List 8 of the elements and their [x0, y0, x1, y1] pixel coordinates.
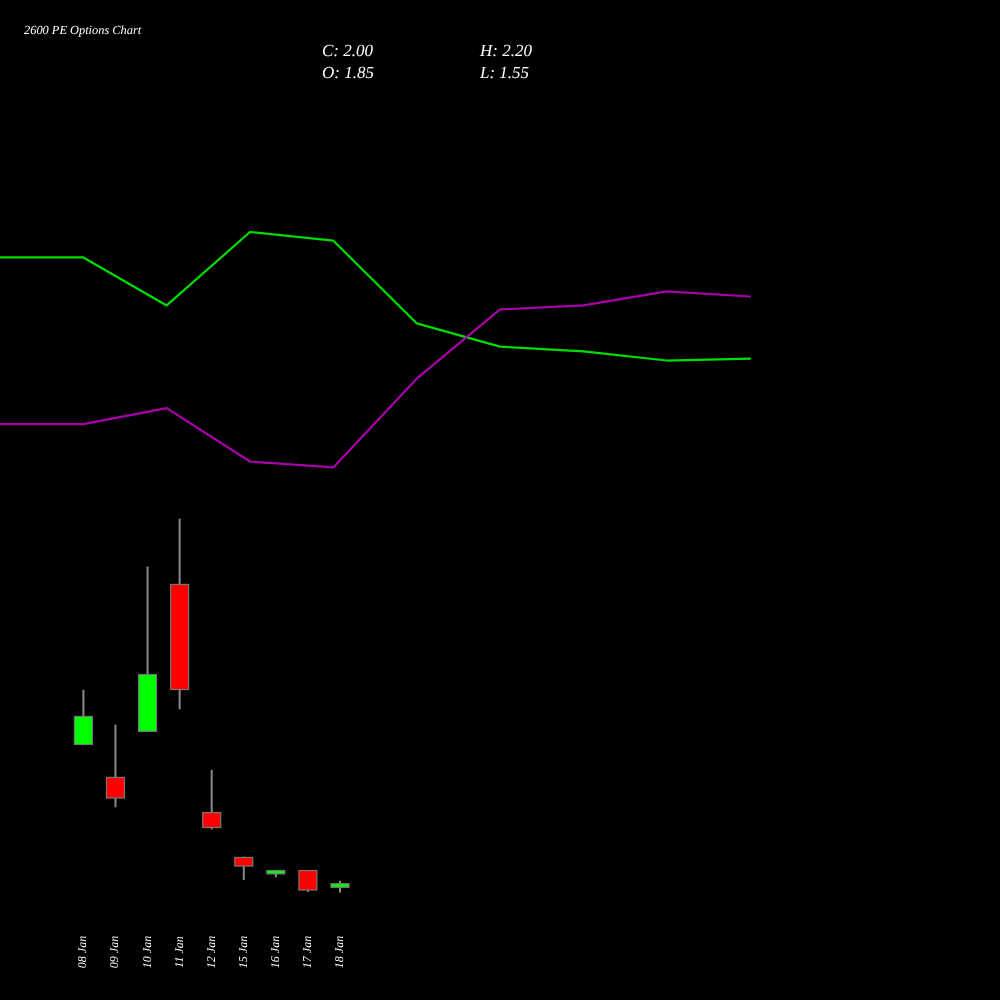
candlestick — [298, 869, 318, 893]
candlestick — [105, 723, 126, 809]
text: H: 2.20 — [478, 40, 534, 60]
candlestick — [73, 688, 93, 746]
text: C: 2.00 — [322, 40, 375, 60]
candlestick — [202, 768, 222, 831]
text: O: 1.85 — [322, 62, 374, 82]
text: L: 1.55 — [478, 62, 530, 82]
